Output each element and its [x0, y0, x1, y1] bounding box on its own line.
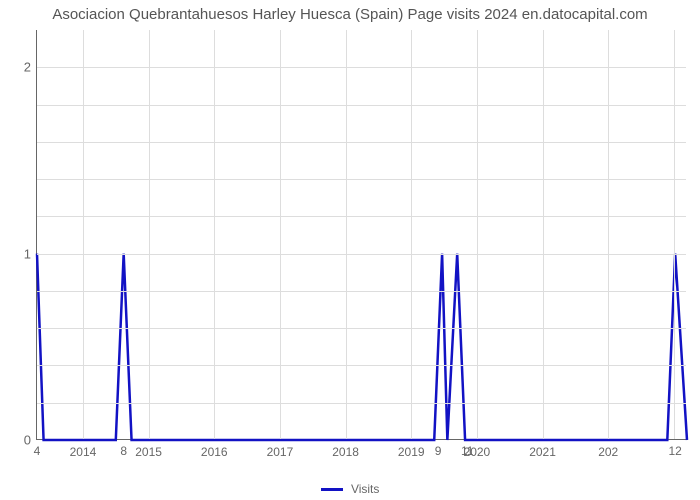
x-tick-label: 2019 — [398, 445, 425, 459]
gridline-vertical — [346, 30, 347, 439]
value-label: 9 — [435, 444, 442, 458]
value-label: 12 — [668, 444, 681, 458]
legend: Visits — [0, 482, 700, 496]
value-label: 8 — [120, 444, 127, 458]
x-tick-label: 2018 — [332, 445, 359, 459]
x-tick-label: 2020 — [464, 445, 491, 459]
gridline-vertical — [674, 30, 675, 439]
gridline-horizontal-minor — [37, 365, 686, 366]
x-tick-label: 2015 — [135, 445, 162, 459]
x-tick-label: 202 — [598, 445, 618, 459]
y-tick-label: 2 — [24, 60, 31, 75]
gridline-horizontal-minor — [37, 328, 686, 329]
gridline-vertical — [149, 30, 150, 439]
x-tick-label: 2014 — [70, 445, 97, 459]
gridline-horizontal-minor — [37, 142, 686, 143]
x-tick-label: 2016 — [201, 445, 228, 459]
gridline-horizontal-minor — [37, 67, 686, 68]
gridline-vertical — [83, 30, 84, 439]
gridline-horizontal-minor — [37, 291, 686, 292]
gridline-horizontal-minor — [37, 403, 686, 404]
y-tick-label: 0 — [24, 433, 31, 448]
chart-container: Asociacion Quebrantahuesos Harley Huesca… — [0, 0, 700, 500]
gridline-vertical — [608, 30, 609, 439]
gridline-vertical — [214, 30, 215, 439]
legend-swatch — [321, 488, 343, 491]
x-tick-label: 2017 — [267, 445, 294, 459]
gridline-horizontal — [37, 254, 686, 255]
chart-title: Asociacion Quebrantahuesos Harley Huesca… — [0, 6, 700, 23]
gridline-vertical — [477, 30, 478, 439]
y-tick-label: 1 — [24, 246, 31, 261]
gridline-horizontal-minor — [37, 216, 686, 217]
gridline-vertical — [411, 30, 412, 439]
gridline-vertical — [280, 30, 281, 439]
value-label: 4 — [34, 444, 41, 458]
x-tick-label: 2021 — [529, 445, 556, 459]
gridline-horizontal-minor — [37, 105, 686, 106]
gridline-horizontal-minor — [37, 179, 686, 180]
legend-label: Visits — [351, 482, 379, 496]
gridline-vertical — [543, 30, 544, 439]
plot-area: 2014201520162017201820192020202120201248… — [36, 30, 686, 440]
visits-line — [37, 30, 687, 440]
